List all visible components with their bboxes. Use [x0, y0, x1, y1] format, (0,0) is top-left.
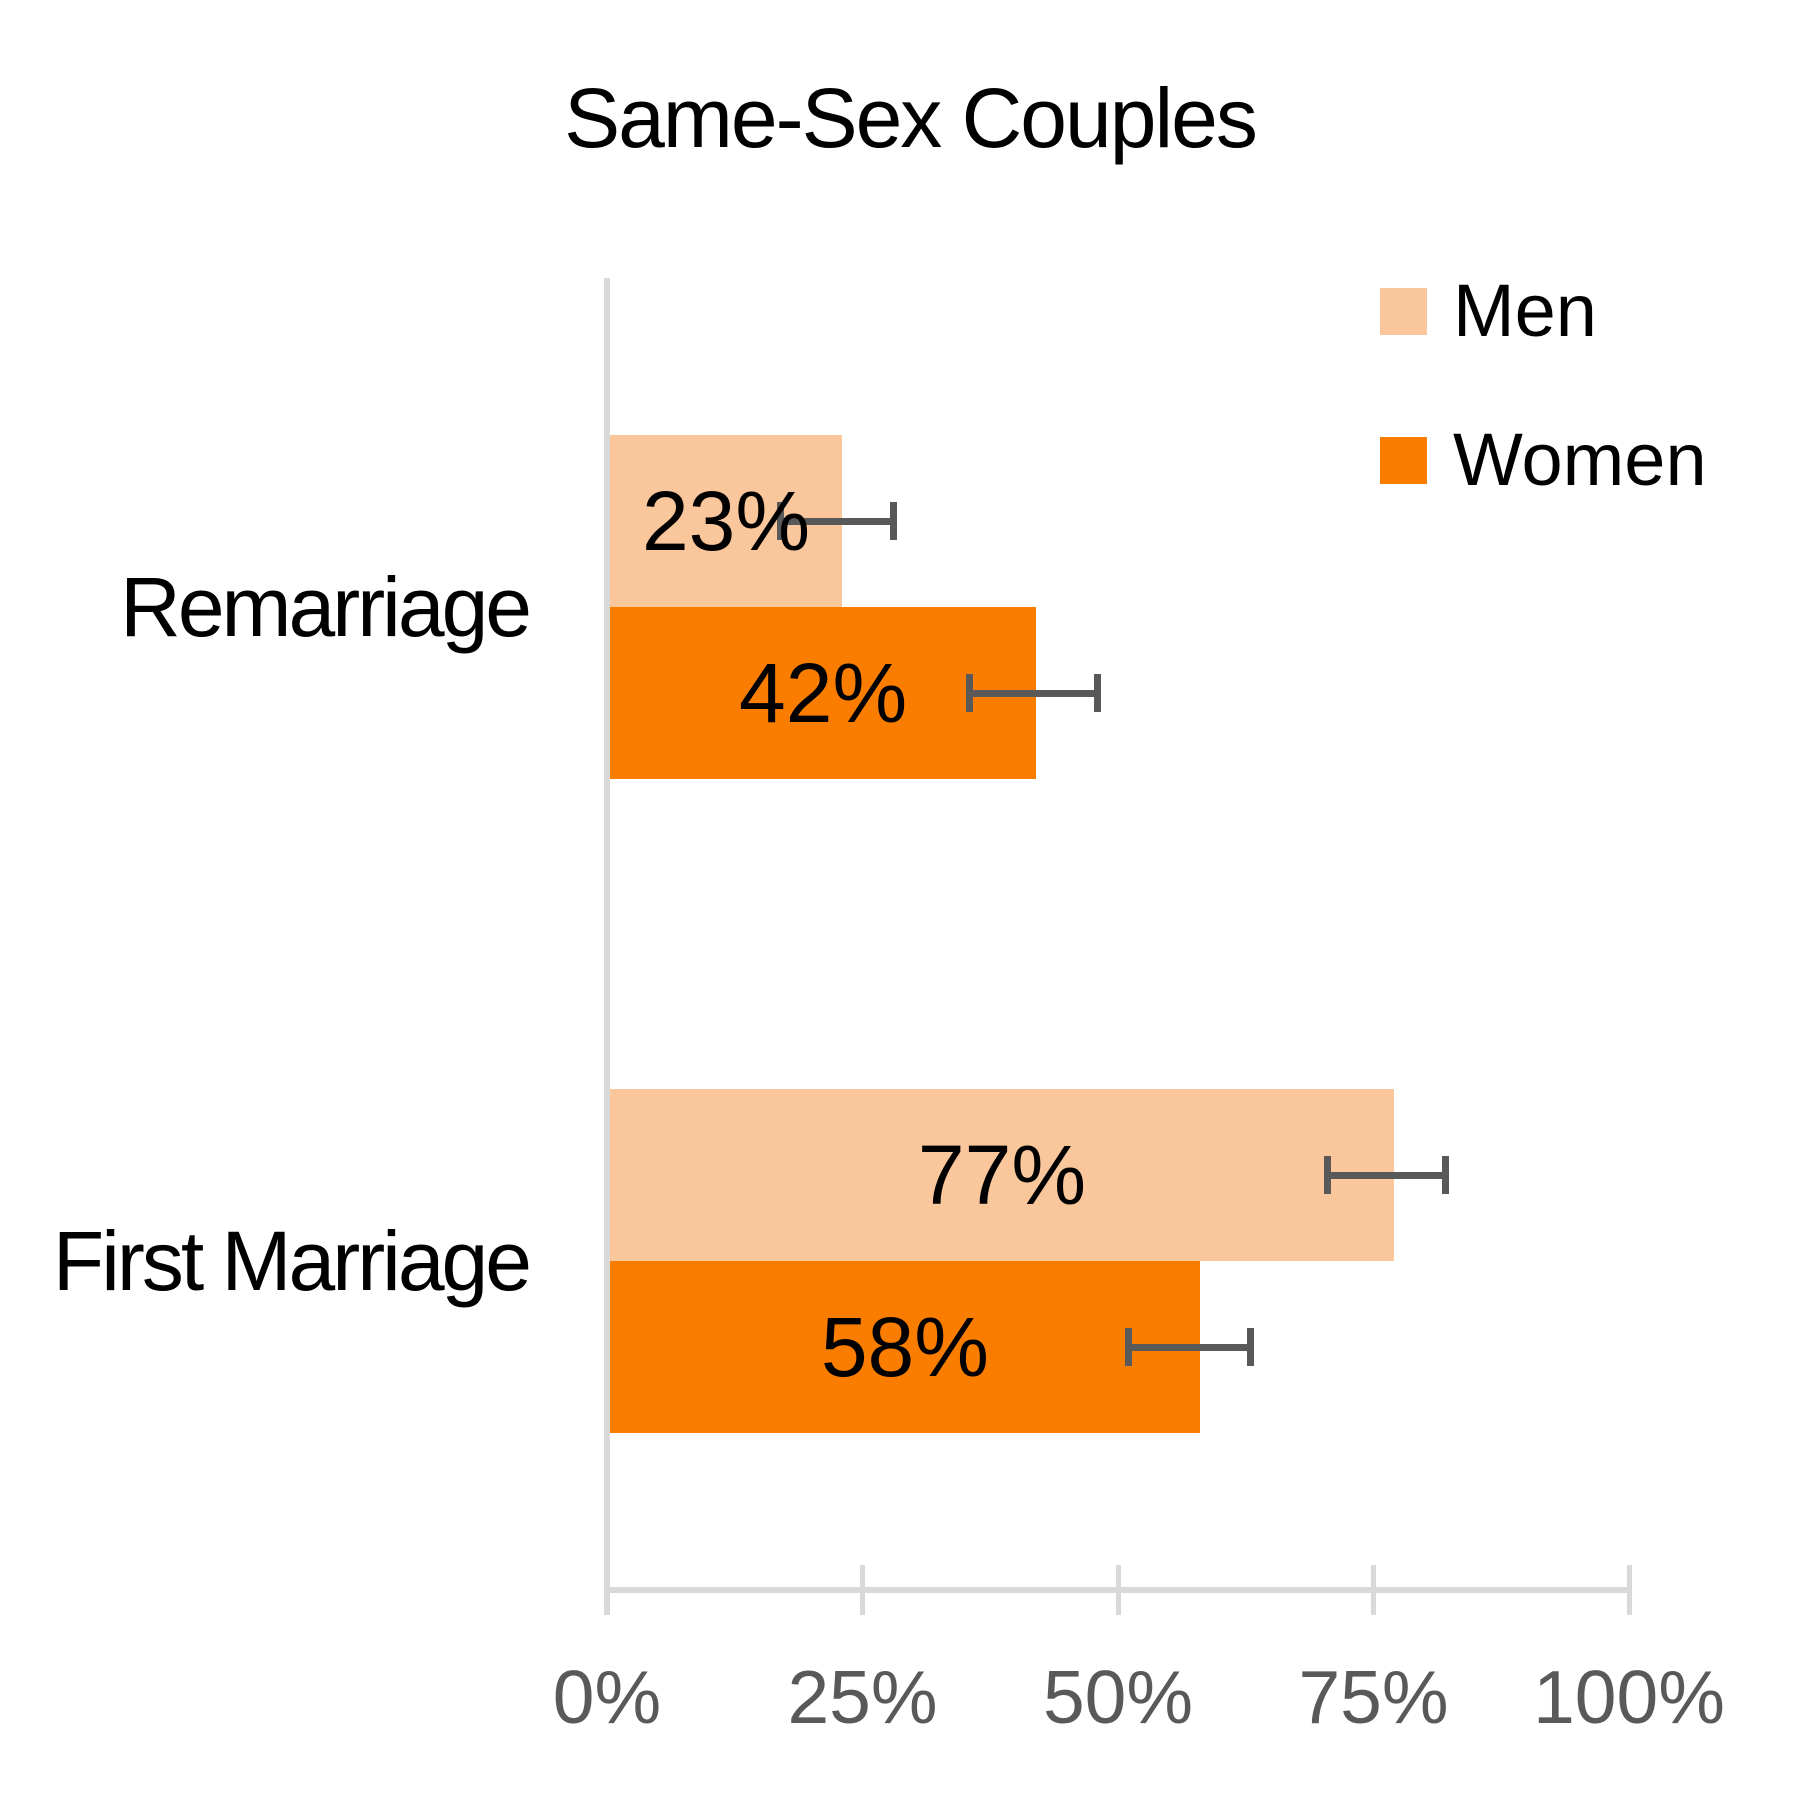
chart-title: Same-Sex Couples	[564, 71, 1258, 165]
error-bar-women-first-marriage-cap-left	[1124, 1328, 1132, 1366]
legend-label-men: Men	[1453, 269, 1597, 352]
legend-swatch-men-icon	[1380, 287, 1427, 335]
x-tick-100	[1626, 1565, 1632, 1615]
bar-men-first-marriage	[610, 1089, 1394, 1261]
legend: Men Women	[1380, 274, 1707, 497]
x-tick-75	[1371, 1565, 1376, 1615]
error-bar-men-first-marriage-line	[1327, 1171, 1446, 1179]
bar-label-women-first-marriage: 58%	[820, 1300, 989, 1394]
legend-item-women: Women	[1380, 423, 1707, 497]
bar-women-first-marriage	[610, 1261, 1200, 1433]
y-axis-line	[604, 278, 610, 1615]
bar-label-men-first-marriage: 77%	[917, 1128, 1087, 1222]
x-tick-50	[1115, 1565, 1121, 1615]
x-tick-label-100: 100%	[1533, 1655, 1725, 1739]
bar-women-remarriage	[610, 607, 1037, 779]
error-bar-women-remarriage-cap-left	[966, 674, 974, 712]
bar-label-men-remarriage: 23%	[641, 474, 811, 568]
x-tick-label-50: 50%	[1042, 1655, 1194, 1739]
x-tick-0	[604, 1565, 610, 1615]
error-bar-men-first-marriage-cap-left	[1324, 1156, 1331, 1194]
error-bar-women-first-marriage-line	[1128, 1343, 1251, 1351]
x-tick-label-25: 25%	[787, 1655, 938, 1739]
error-bar-men-remarriage-line	[780, 517, 894, 525]
error-bar-men-remarriage-cap-right	[889, 502, 897, 540]
legend-label-women: Women	[1453, 418, 1707, 501]
x-tick-label-75: 75%	[1298, 1655, 1449, 1739]
x-tick-25	[860, 1565, 865, 1615]
category-label-first-marriage: First Marriage	[52, 1214, 532, 1308]
error-bar-men-remarriage-cap-left	[777, 502, 785, 540]
error-bar-women-first-marriage-cap-right	[1247, 1328, 1255, 1366]
legend-item-men: Men	[1380, 274, 1707, 348]
error-bar-women-remarriage-cap-right	[1094, 674, 1102, 712]
category-label-remarriage: Remarriage	[120, 560, 532, 654]
error-bar-men-first-marriage-cap-right	[1441, 1156, 1449, 1194]
error-bar-women-remarriage-line	[969, 689, 1098, 697]
bar-label-women-remarriage: 42%	[739, 646, 908, 740]
x-tick-label-0: 0%	[552, 1655, 662, 1739]
legend-swatch-women-icon	[1380, 436, 1427, 484]
